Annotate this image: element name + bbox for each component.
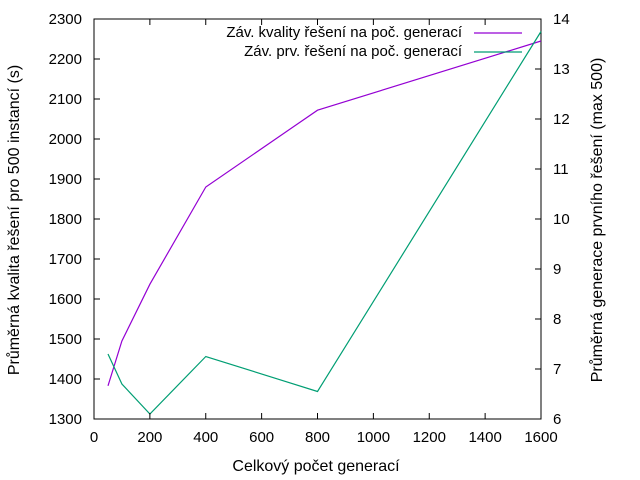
y-right-tick-label: 8 (553, 311, 561, 328)
y-right-tick-label: 11 (553, 161, 569, 178)
y-left-tick-label: 2100 (49, 91, 82, 108)
y-left-tick-label: 1400 (49, 371, 82, 388)
y-left-tick-label: 1700 (49, 251, 82, 268)
x-tick-label: 200 (137, 429, 162, 446)
y-right-tick-label: 10 (553, 211, 570, 228)
y-left-tick-label: 1300 (49, 411, 82, 428)
y-left-tick-label: 2300 (49, 11, 82, 28)
y-left-tick-label: 2200 (49, 51, 82, 68)
x-tick-label: 1600 (524, 429, 557, 446)
y-left-tick-label: 1900 (49, 171, 82, 188)
y-right-tick-label: 6 (553, 411, 561, 428)
legend-label-quality: Záv. kvality řešení na poč. generací (226, 24, 463, 41)
x-tick-label: 1400 (468, 429, 501, 446)
y-left-tick-label: 2000 (49, 131, 82, 148)
y-left-tick-label: 1800 (49, 211, 82, 228)
series-line-quality (107, 40, 542, 386)
plot-frame (93, 18, 542, 420)
x-tick-label: 1000 (357, 429, 390, 446)
y-left-axis-label: Průměrná kvalita řešení pro 500 instancí… (5, 65, 23, 375)
series-layer (107, 31, 542, 415)
x-axis-label: Celkový počet generací (232, 458, 400, 475)
ticks-layer: 0 200 400 600 800 1000 1200 1400 1600 1300 1400 150… (49, 11, 570, 446)
x-tick-label: 800 (305, 429, 330, 446)
x-tick-label: 1200 (413, 429, 446, 446)
plot-border (93, 18, 542, 420)
y-left-tick-label: 1500 (49, 331, 82, 348)
y-left-tick-label: 1600 (49, 291, 82, 308)
legend: Záv. kvality řešení na poč. generací Záv… (226, 24, 522, 60)
y-right-tick-label: 13 (553, 61, 570, 78)
x-tick-label: 600 (249, 429, 274, 446)
y-right-tick-label: 9 (553, 261, 561, 278)
x-tick-label: 0 (90, 429, 98, 446)
series-line-first (107, 31, 542, 415)
y-right-tick-label: 7 (553, 361, 561, 378)
y-right-tick-label: 12 (553, 111, 570, 128)
legend-label-first: Záv. prv. řešení na poč. generací (244, 43, 463, 60)
y-right-tick-label: 14 (553, 11, 570, 28)
y-right-axis-label: Průměrná generace prvního řešení (max 50… (588, 58, 606, 383)
x-tick-label: 400 (193, 429, 218, 446)
